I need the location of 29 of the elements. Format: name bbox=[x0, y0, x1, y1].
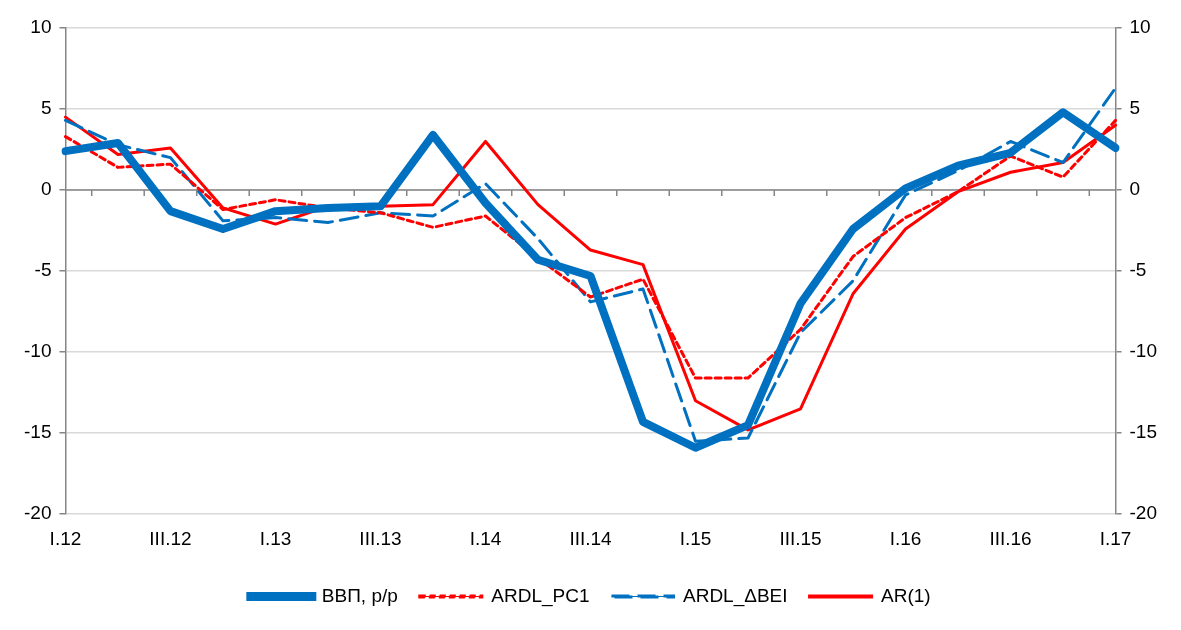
x-tick-label: III.16 bbox=[989, 527, 1032, 549]
legend-label: ARDL_PC1 bbox=[491, 584, 590, 607]
y-tick-label: 5 bbox=[40, 97, 52, 119]
y-tick-label: 0 bbox=[40, 178, 52, 200]
x-tick-label: III.15 bbox=[779, 527, 822, 549]
x-tick-label: III.14 bbox=[569, 527, 613, 549]
y-tick-label: -15 bbox=[23, 421, 52, 443]
x-tick-label: III.13 bbox=[359, 527, 402, 549]
x-tick-label: I.14 bbox=[469, 527, 502, 549]
y2-tick-label: 5 bbox=[1129, 97, 1141, 119]
x-tick-label: I.12 bbox=[49, 527, 82, 549]
x-tick-label: I.16 bbox=[889, 527, 922, 549]
y2-tick-label: 10 bbox=[1129, 16, 1151, 38]
y-tick-label: -20 bbox=[23, 502, 52, 524]
x-tick-label: I.13 bbox=[259, 527, 292, 549]
y2-tick-label: -10 bbox=[1129, 340, 1158, 362]
x-tick-label: I.15 bbox=[679, 527, 712, 549]
y2-tick-label: -15 bbox=[1129, 421, 1158, 443]
y-tick-label: 10 bbox=[30, 16, 52, 38]
y2-tick-label: -20 bbox=[1129, 502, 1158, 524]
y-tick-label: -5 bbox=[34, 259, 52, 281]
y-tick-label: -10 bbox=[23, 340, 52, 362]
legend-label: ARDL_ΔBEI bbox=[683, 584, 788, 607]
x-tick-label: I.17 bbox=[1099, 527, 1132, 549]
y2-tick-label: -5 bbox=[1129, 259, 1147, 281]
x-tick-label: III.12 bbox=[149, 527, 192, 549]
legend-label: AR(1) bbox=[881, 584, 931, 606]
y2-tick-label: 0 bbox=[1129, 178, 1141, 200]
legend-label: ВВП, р/р bbox=[321, 584, 398, 606]
